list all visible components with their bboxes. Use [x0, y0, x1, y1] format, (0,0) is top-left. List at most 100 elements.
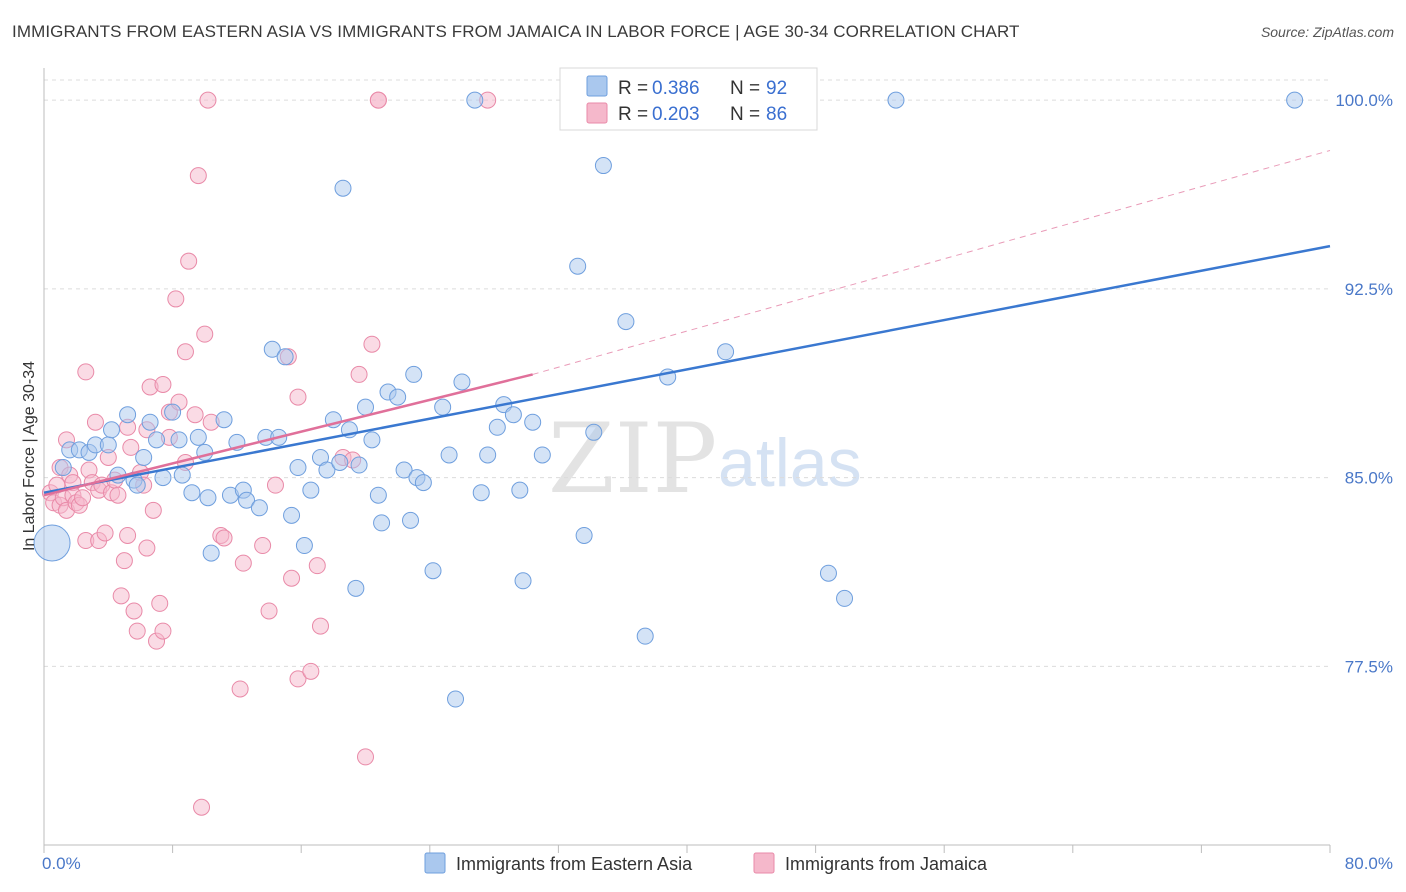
legend-r-value-1: 0.386 [652, 78, 700, 99]
watermark: ZIP atlas [548, 403, 862, 515]
point-jamaica-42 [154, 375, 172, 393]
legend-swatch-blue [586, 75, 608, 97]
point-jamaica-36 [138, 539, 156, 557]
point-eastern-asia-9 [119, 406, 137, 424]
point-eastern-asia-59 [440, 446, 458, 464]
series-eastern-asia-points [33, 91, 1304, 708]
point-eastern-asia-1 [54, 459, 72, 477]
point-eastern-asia-14 [148, 431, 166, 449]
point-jamaica-59 [231, 680, 249, 698]
point-eastern-asia-83 [1286, 91, 1304, 109]
point-eastern-asia-52 [395, 461, 413, 479]
bottom-legend-swatch-pink [753, 852, 775, 874]
point-eastern-asia-20 [189, 428, 207, 446]
point-eastern-asia-65 [488, 418, 506, 436]
point-jamaica-46 [167, 290, 185, 308]
point-jamaica-53 [193, 798, 211, 816]
watermark-atlas: atlas [718, 425, 862, 501]
point-jamaica-77 [369, 91, 387, 109]
point-jamaica-58 [215, 529, 233, 547]
bottom-legend: Immigrants from Eastern Asia Immigrants … [424, 852, 988, 874]
legend-swatch-pink [586, 102, 608, 124]
point-eastern-asia-48 [369, 486, 387, 504]
source-credit: Source: ZipAtlas.com [1260, 24, 1394, 40]
point-eastern-asia-49 [373, 514, 391, 532]
point-eastern-asia-56 [414, 474, 432, 492]
point-jamaica-27 [112, 587, 130, 605]
point-eastern-asia-12 [135, 448, 153, 466]
point-eastern-asia-22 [199, 489, 217, 507]
watermark-zip: ZIP [548, 403, 717, 515]
y-tick-label-1: 85.0% [1345, 469, 1393, 488]
point-eastern-asia-11 [128, 476, 146, 494]
point-jamaica-49 [176, 343, 194, 361]
point-eastern-asia-69 [514, 572, 532, 590]
point-eastern-asia-80 [819, 564, 837, 582]
point-eastern-asia-46 [357, 398, 374, 416]
point-jamaica-69 [308, 557, 326, 575]
point-eastern-asia-75 [594, 157, 612, 175]
point-jamaica-39 [144, 501, 162, 519]
point-eastern-asia-47 [363, 431, 381, 449]
point-eastern-asia-13 [141, 413, 159, 431]
point-eastern-asia-81 [836, 589, 854, 607]
point-jamaica-63 [266, 476, 284, 494]
point-jamaica-43 [154, 622, 172, 640]
point-jamaica-32 [125, 602, 143, 620]
point-eastern-asia-72 [569, 257, 587, 275]
point-eastern-asia-45 [350, 456, 368, 474]
point-eastern-asia-79 [717, 343, 735, 361]
point-eastern-asia-17 [170, 431, 188, 449]
point-jamaica-73 [350, 365, 368, 383]
bottom-legend-label-jamaica: Immigrants from Jamaica [785, 854, 988, 874]
point-eastern-asia-7 [103, 421, 121, 439]
y-tick-label-0: 77.5% [1345, 657, 1393, 676]
point-eastern-asia-77 [636, 627, 654, 645]
legend-box: R = 0.386 N = 92 R = 0.203 N = 86 [559, 67, 818, 131]
legend-n-label-1: N = [730, 78, 760, 99]
point-eastern-asia-24 [215, 411, 233, 429]
point-eastern-asia-29 [250, 499, 268, 517]
point-eastern-asia-57 [424, 562, 442, 580]
point-jamaica-28 [115, 552, 133, 570]
x-tick-label-min: 0.0% [42, 854, 81, 873]
point-jamaica-75 [363, 335, 381, 353]
point-jamaica-50 [180, 252, 198, 270]
point-eastern-asia-41 [331, 454, 349, 471]
legend-r-value-2: 0.203 [652, 104, 700, 125]
axes [43, 68, 1331, 853]
point-eastern-asia-63 [472, 484, 490, 502]
point-jamaica-22 [96, 524, 114, 542]
point-jamaica-55 [199, 91, 217, 109]
point-jamaica-31 [122, 438, 140, 456]
point-eastern-asia-67 [504, 406, 522, 424]
y-tick-label-3: 100.0% [1335, 91, 1393, 110]
point-eastern-asia-68 [511, 481, 529, 499]
legend-n-label-2: N = [730, 104, 760, 125]
point-eastern-asia-31 [263, 340, 281, 358]
point-jamaica-68 [302, 662, 320, 680]
point-jamaica-51 [186, 406, 204, 424]
point-eastern-asia-51 [389, 388, 407, 406]
point-eastern-asia-37 [302, 481, 320, 499]
point-jamaica-30 [119, 526, 137, 544]
point-jamaica-67 [289, 388, 307, 406]
point-eastern-asia-53 [402, 511, 420, 529]
point-eastern-asia-71 [533, 446, 551, 464]
y-tick-labels: 77.5% 85.0% 92.5% 100.0% [1335, 91, 1393, 676]
point-jamaica-52 [189, 167, 207, 185]
trend-lines [43, 149, 1331, 497]
point-jamaica-41 [151, 594, 169, 612]
point-jamaica-66 [289, 670, 307, 688]
point-eastern-asia-16 [164, 403, 182, 421]
y-axis-label: In Labor Force | Age 30-34 [21, 361, 38, 551]
point-eastern-asia-28 [238, 491, 256, 509]
bottom-legend-label-eastern-asia: Immigrants from Eastern Asia [456, 854, 693, 874]
point-eastern-asia-76 [617, 313, 635, 331]
trend-line-jamaica [43, 373, 533, 497]
point-eastern-asia-60 [447, 690, 465, 708]
point-eastern-asia-61 [453, 373, 471, 391]
point-eastern-asia-58 [434, 398, 452, 416]
legend-r-label-2: R = [618, 104, 648, 125]
series-jamaica-points [41, 91, 497, 816]
